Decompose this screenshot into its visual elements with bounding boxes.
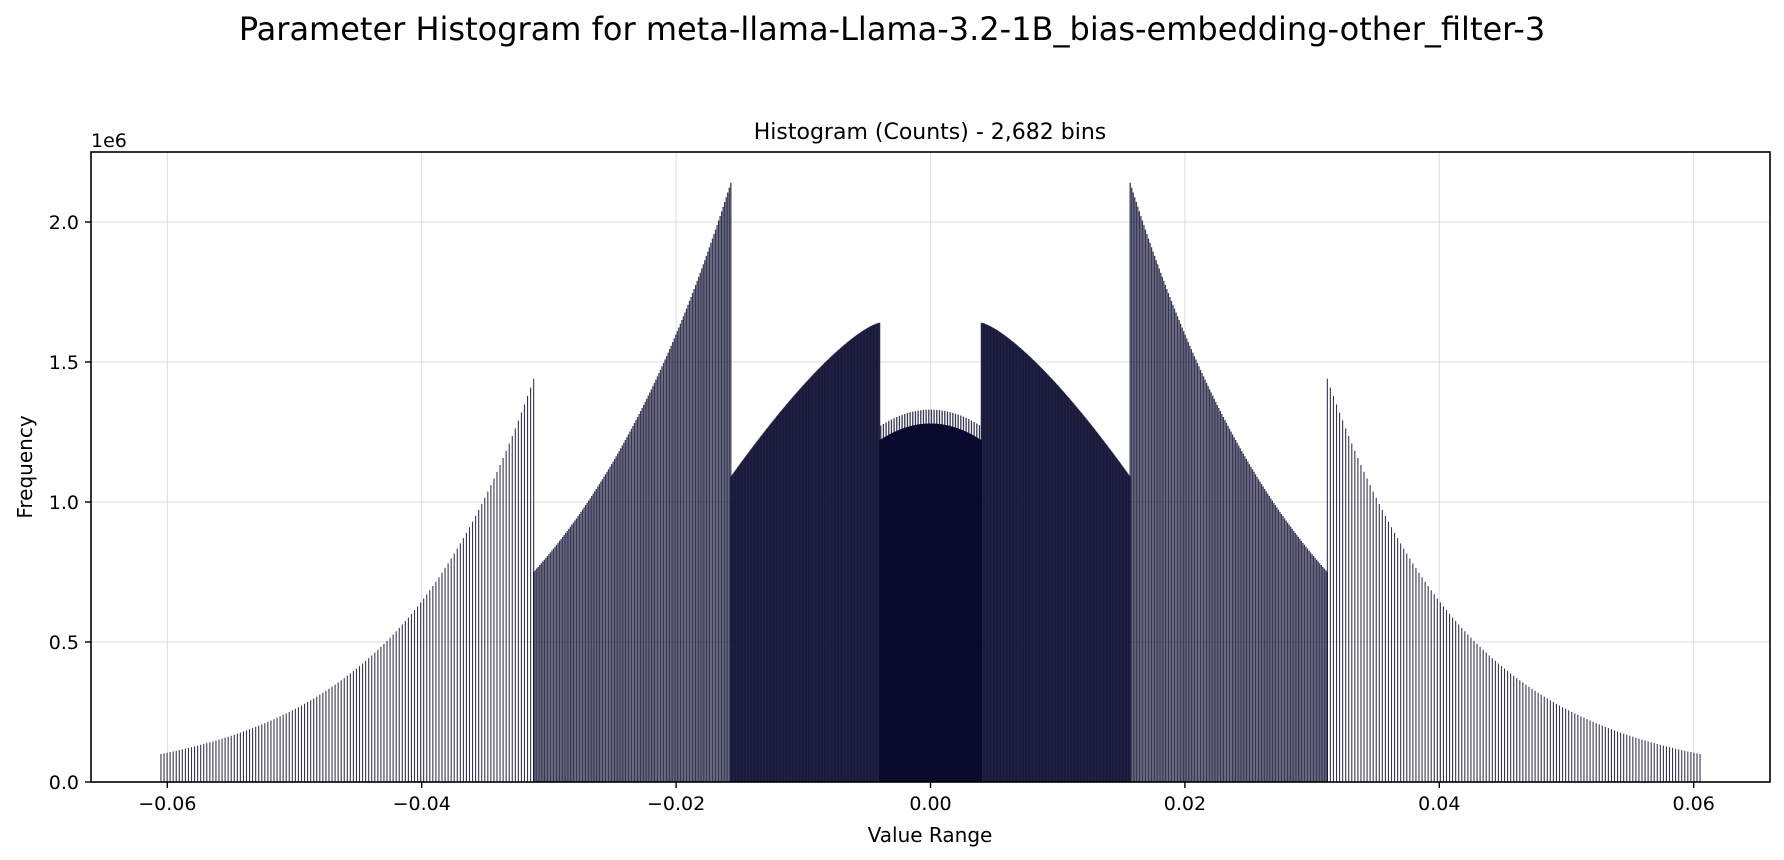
subplot-title: Histogram (Counts) - 2,682 bins — [754, 120, 1106, 145]
x-axis-ticks: −0.06 −0.04 −0.02 0.00 0.02 0.04 0.06 — [138, 782, 1715, 815]
y-axis-ticks: 0.0 0.5 1.0 1.5 2.0 — [49, 212, 91, 794]
y-tick-label: 1.5 — [49, 352, 79, 374]
y-tick-label: 1.0 — [49, 492, 79, 514]
x-tick-label: 0.00 — [909, 793, 951, 815]
y-scale-label: 1e6 — [91, 130, 127, 152]
x-tick-label: 0.06 — [1673, 793, 1715, 815]
x-axis-label: Value Range — [868, 823, 993, 847]
y-axis-label: Frequency — [13, 415, 37, 518]
x-tick-label: 0.02 — [1164, 793, 1206, 815]
x-tick-label: 0.04 — [1418, 793, 1460, 815]
y-tick-label: 2.0 — [49, 212, 79, 234]
x-tick-label: −0.04 — [393, 793, 451, 815]
x-tick-label: −0.06 — [138, 793, 196, 815]
histogram-bars — [160, 182, 1701, 782]
x-tick-label: −0.02 — [647, 793, 705, 815]
y-tick-label: 0.0 — [49, 772, 79, 794]
figure-title: Parameter Histogram for meta-llama-Llama… — [239, 10, 1545, 48]
y-tick-label: 0.5 — [49, 632, 79, 654]
